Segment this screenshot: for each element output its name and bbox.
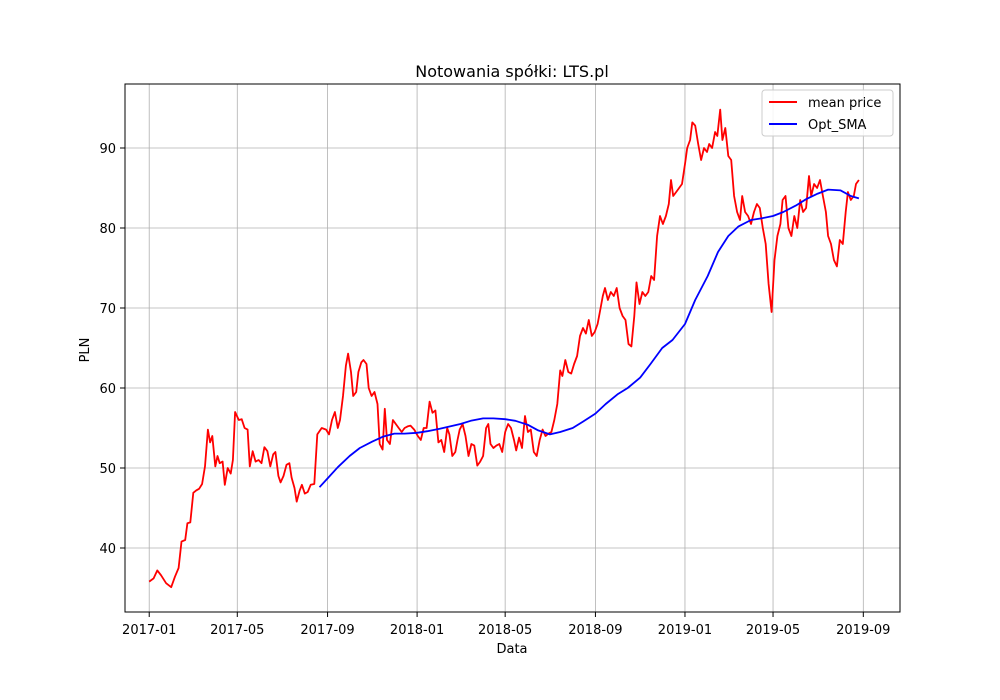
plot-area-frame [124, 83, 901, 613]
x-tick-label: 2018-05 [478, 623, 532, 638]
y-tick-label: 40 [99, 542, 116, 557]
x-tick-label: 2017-05 [210, 623, 264, 638]
legend-label-mean-price: mean price [808, 96, 881, 111]
y-tick-label: 80 [99, 222, 116, 237]
x-tick-label: 2019-05 [746, 623, 800, 638]
grid [125, 84, 900, 612]
series-layer [148, 108, 860, 589]
legend-label-opt-sma: Opt_SMA [808, 118, 867, 133]
x-tick-label: 2019-01 [658, 623, 712, 638]
series-line-mean-price [148, 108, 860, 589]
y-tick-label: 60 [99, 382, 116, 397]
x-tick-label: 2018-01 [390, 623, 444, 638]
y-tick-label: 90 [99, 142, 116, 157]
y-tick-label: 50 [99, 462, 116, 477]
x-tick-label: 2017-01 [122, 623, 176, 638]
x-axis-ticks: 2017-01 2017-05 2017-09 2018-01 2018-05 2018-… [122, 612, 890, 638]
x-tick-label: 2017-09 [300, 623, 354, 638]
legend: mean price Opt_SMA [761, 89, 894, 137]
y-tick-label: 70 [99, 302, 116, 317]
chart-title: Notowania spółki: LTS.pl [415, 62, 609, 81]
x-tick-label: 2019-09 [836, 623, 890, 638]
series-line-opt-sma [318, 188, 860, 488]
x-tick-label: 2018-09 [568, 623, 622, 638]
x-axis-title: Data [496, 642, 527, 657]
y-axis-title: PLN [78, 338, 93, 363]
y-axis-ticks: 40 50 60 70 80 90 [99, 142, 125, 557]
